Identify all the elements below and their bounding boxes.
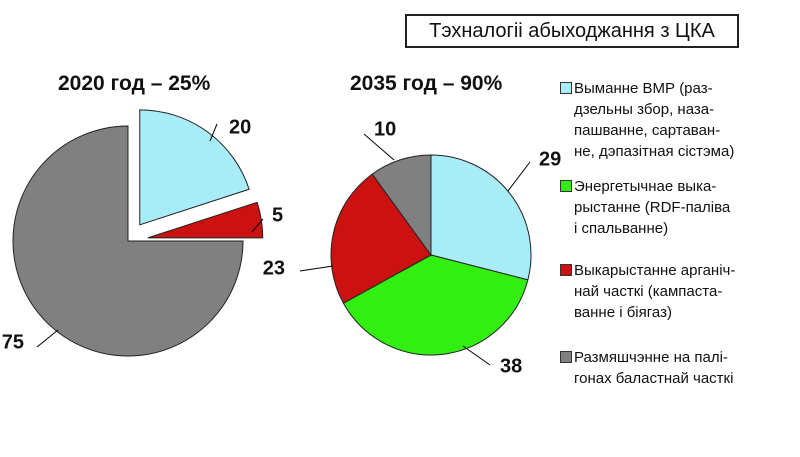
leader-line bbox=[507, 161, 531, 192]
legend-swatch-icon bbox=[560, 82, 572, 94]
leader-line bbox=[209, 123, 218, 142]
legend-line: пашванне, сартаван- bbox=[574, 122, 721, 139]
data-label-landfill: 10 bbox=[374, 118, 396, 140]
data-label-recycling: 20 bbox=[229, 116, 251, 138]
legend-swatch-icon bbox=[560, 180, 572, 192]
pie-title-2035: 2035 год – 90% bbox=[350, 72, 503, 95]
legend-line: дзельны збор, наза- bbox=[574, 101, 715, 118]
legend-line: ванне і біягаз) bbox=[574, 304, 672, 321]
data-label-organic: 23 bbox=[263, 257, 285, 279]
data-label-recycling: 29 bbox=[539, 148, 561, 170]
pie-slice-energy bbox=[342, 254, 529, 356]
legend-label: Выманне ВМР (раз-дзельны збор, наза-пашв… bbox=[574, 78, 796, 162]
legend-label: Выкарыстанне арганіч-най часткі (кампаст… bbox=[574, 260, 796, 323]
legend-line: Энергетычнае выка- bbox=[574, 178, 717, 195]
data-label-landfill: 75 bbox=[2, 331, 24, 353]
legend-line: гонах баластнай часткі bbox=[574, 370, 734, 387]
pie-slice-recycling bbox=[430, 154, 532, 281]
legend-line: Выманне ВМР (раз- bbox=[574, 80, 713, 97]
legend-line: рыстанне (RDF-паліва bbox=[574, 199, 731, 216]
leader-line bbox=[36, 329, 59, 348]
pie-slice-organic bbox=[147, 201, 264, 239]
legend-line: не, дэпазітная сістэма) bbox=[574, 143, 735, 160]
legend-line: і спальванне) bbox=[574, 220, 669, 237]
legend-line: Размяшчэнне на палі- bbox=[574, 349, 728, 366]
pie-chart-2020: 20 5 75 bbox=[2, 109, 283, 357]
legend-line: Выкарыстанне арганіч- bbox=[574, 262, 736, 279]
chart-title: Тэхналогіі абыходжання з ЦКА bbox=[405, 14, 739, 48]
pie-slice-organic bbox=[330, 173, 432, 304]
legend-swatch-icon bbox=[560, 351, 572, 363]
leader-line bbox=[363, 133, 395, 161]
legend-label: Размяшчэнне на палі-гонах баластнай част… bbox=[574, 347, 796, 389]
legend-line: най часткі (кампаста- bbox=[574, 283, 723, 300]
legend-label: Энергетычнае выка-рыстанне (RDF-паліва і … bbox=[574, 176, 796, 239]
pie-title-2020: 2020 год – 25% bbox=[58, 72, 211, 95]
pie-slice-landfill bbox=[371, 154, 432, 257]
pie-slice-recycling bbox=[139, 109, 250, 226]
pie-slice-landfill bbox=[12, 125, 244, 357]
data-label-organic: 5 bbox=[272, 204, 283, 226]
leader-line bbox=[462, 345, 491, 366]
leader-line bbox=[299, 265, 334, 272]
legend-swatch-icon bbox=[560, 264, 572, 276]
leader-line bbox=[251, 218, 264, 233]
pie-chart-2035: 29 38 23 10 bbox=[263, 118, 562, 377]
data-label-energy: 38 bbox=[500, 355, 522, 377]
